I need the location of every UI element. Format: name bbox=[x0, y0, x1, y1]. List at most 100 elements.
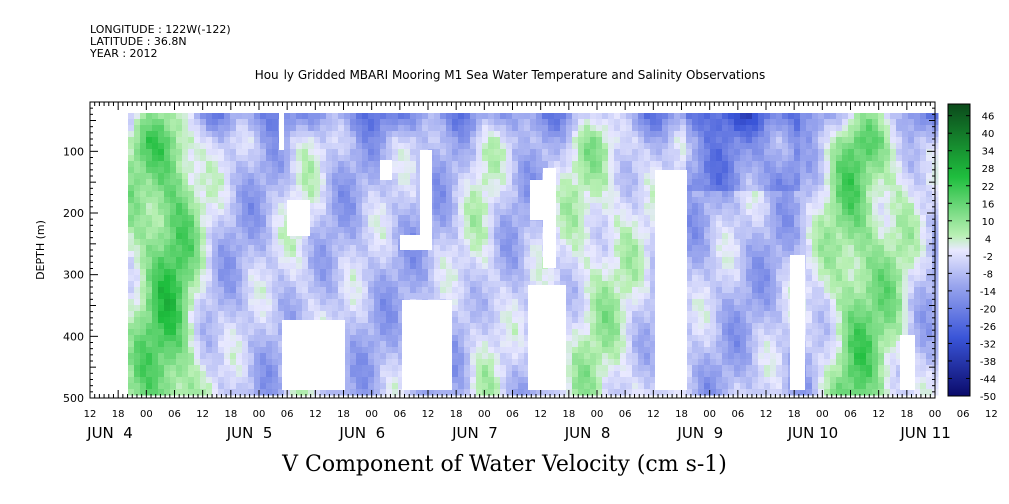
heatmap-cell bbox=[620, 203, 627, 210]
heatmap-cell bbox=[566, 233, 573, 240]
heatmap-cell bbox=[272, 317, 279, 324]
heatmap-cell bbox=[722, 329, 729, 336]
heatmap-cell bbox=[218, 251, 225, 258]
heatmap-cell bbox=[716, 149, 723, 156]
heatmap-cell bbox=[248, 299, 255, 306]
heatmap-cell bbox=[374, 221, 381, 228]
heatmap-cell bbox=[686, 359, 693, 366]
heatmap-cell bbox=[482, 173, 489, 180]
heatmap-cell bbox=[320, 167, 327, 174]
heatmap-cell bbox=[458, 191, 465, 198]
heatmap-cell bbox=[188, 281, 195, 288]
heatmap-cell bbox=[518, 383, 525, 390]
heatmap-cell bbox=[170, 125, 177, 132]
heatmap-cell bbox=[176, 161, 183, 168]
heatmap-cell bbox=[746, 149, 753, 156]
heatmap-cell bbox=[530, 149, 537, 156]
heatmap-cell bbox=[356, 155, 363, 162]
heatmap-cell bbox=[368, 341, 375, 348]
heatmap-cell bbox=[266, 371, 273, 378]
heatmap-cell bbox=[230, 293, 237, 300]
heatmap-cell bbox=[656, 161, 663, 168]
heatmap-cell bbox=[608, 125, 615, 132]
heatmap-cell bbox=[242, 371, 249, 378]
heatmap-cell bbox=[290, 311, 297, 318]
heatmap-cell bbox=[386, 119, 393, 126]
heatmap-cell bbox=[212, 257, 219, 264]
heatmap-cell bbox=[212, 125, 219, 132]
heatmap-cell bbox=[266, 137, 273, 144]
heatmap-cell bbox=[548, 389, 555, 396]
heatmap-cell bbox=[446, 281, 453, 288]
heatmap-cell bbox=[308, 125, 315, 132]
heatmap-cell bbox=[368, 281, 375, 288]
heatmap-cell bbox=[566, 383, 573, 390]
heatmap-cell bbox=[404, 197, 411, 204]
heatmap-cell bbox=[566, 329, 573, 336]
heatmap-cell bbox=[176, 233, 183, 240]
heatmap-cell bbox=[326, 293, 333, 300]
heatmap-cell bbox=[386, 311, 393, 318]
heatmap-cell bbox=[644, 137, 651, 144]
heatmap-cell bbox=[308, 203, 315, 210]
heatmap-cell bbox=[530, 227, 537, 234]
heatmap-cell bbox=[488, 131, 495, 138]
heatmap-cell bbox=[428, 275, 435, 282]
heatmap-cell bbox=[260, 185, 267, 192]
heatmap-cell bbox=[494, 185, 501, 192]
heatmap-cell bbox=[482, 311, 489, 318]
heatmap-cell bbox=[608, 143, 615, 150]
heatmap-cell bbox=[302, 239, 309, 246]
heatmap-cell bbox=[392, 209, 399, 216]
heatmap-cell bbox=[218, 173, 225, 180]
heatmap-cell bbox=[128, 377, 135, 384]
heatmap-cell bbox=[284, 269, 291, 276]
heatmap-cell bbox=[452, 311, 459, 318]
heatmap-cell bbox=[152, 203, 159, 210]
heatmap-cell bbox=[518, 245, 525, 252]
heatmap-cell bbox=[602, 203, 609, 210]
heatmap-cell bbox=[266, 227, 273, 234]
heatmap-cell bbox=[476, 371, 483, 378]
heatmap-cell bbox=[194, 323, 201, 330]
heatmap-cell bbox=[464, 293, 471, 300]
heatmap-cell bbox=[620, 113, 627, 120]
heatmap-cell bbox=[128, 113, 135, 120]
heatmap-cell bbox=[398, 221, 405, 228]
heatmap-cell bbox=[224, 329, 231, 336]
heatmap-cell bbox=[554, 191, 561, 198]
heatmap-cell bbox=[380, 143, 387, 150]
heatmap-cell bbox=[578, 173, 585, 180]
heatmap-cell bbox=[158, 197, 165, 204]
heatmap-cell bbox=[500, 371, 507, 378]
heatmap-cell bbox=[218, 239, 225, 246]
heatmap-cell bbox=[194, 227, 201, 234]
heatmap-cell bbox=[500, 269, 507, 276]
heatmap-cell bbox=[728, 113, 735, 120]
heatmap-cell bbox=[374, 311, 381, 318]
heatmap-cell bbox=[698, 143, 705, 150]
heatmap-cell bbox=[752, 275, 759, 282]
heatmap-cell bbox=[254, 149, 261, 156]
heatmap-cell bbox=[758, 293, 765, 300]
heatmap-cell bbox=[758, 179, 765, 186]
heatmap-cell bbox=[752, 251, 759, 258]
heatmap-cell bbox=[146, 329, 153, 336]
heatmap-cell bbox=[692, 239, 699, 246]
heatmap-cell bbox=[170, 173, 177, 180]
heatmap-cell bbox=[146, 233, 153, 240]
heatmap-cell bbox=[638, 263, 645, 270]
heatmap-cell bbox=[716, 209, 723, 216]
heatmap-cell bbox=[206, 311, 213, 318]
heatmap-cell bbox=[614, 305, 621, 312]
heatmap-cell bbox=[686, 365, 693, 372]
heatmap-cell bbox=[128, 293, 135, 300]
heatmap-cell bbox=[692, 329, 699, 336]
heatmap-cell bbox=[530, 143, 537, 150]
heatmap-cell bbox=[128, 389, 135, 396]
heatmap-cell bbox=[152, 389, 159, 396]
heatmap-cell bbox=[518, 155, 525, 162]
heatmap-cell bbox=[632, 281, 639, 288]
heatmap-cell bbox=[350, 347, 357, 354]
heatmap-cell bbox=[608, 137, 615, 144]
